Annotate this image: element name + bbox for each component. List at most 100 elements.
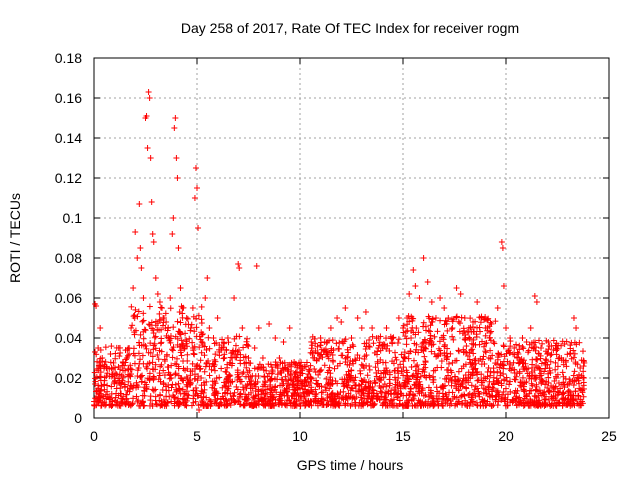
- noise-point: [541, 388, 548, 395]
- noise-point: [177, 375, 184, 382]
- noise-point: [535, 337, 542, 344]
- noise-point: [370, 387, 377, 394]
- noise-point: [317, 339, 324, 346]
- noise-point: [143, 345, 150, 352]
- noise-point: [498, 351, 505, 358]
- noise-point: [166, 375, 173, 382]
- noise-point: [317, 342, 324, 349]
- data-point: [523, 339, 530, 345]
- noise-point: [288, 363, 295, 370]
- data-point: [150, 239, 157, 245]
- noise-point: [335, 345, 342, 352]
- noise-point: [225, 339, 232, 346]
- data-point: [145, 89, 152, 95]
- noise-point: [475, 388, 482, 395]
- noise-point: [565, 392, 572, 399]
- noise-point: [118, 372, 125, 379]
- noise-point: [421, 353, 428, 360]
- noise-point: [151, 340, 158, 347]
- y-tick-label: 0: [74, 410, 82, 426]
- noise-point: [184, 383, 191, 390]
- noise-point: [464, 353, 471, 360]
- noise-point: [571, 339, 578, 346]
- noise-point: [110, 359, 117, 366]
- data-point: [255, 325, 262, 331]
- data-point: [143, 113, 150, 119]
- noise-point: [425, 327, 432, 334]
- noise-point: [487, 394, 494, 401]
- noise-point: [178, 352, 185, 359]
- noise-point: [278, 368, 285, 375]
- noise-point: [150, 346, 157, 353]
- noise-point: [197, 357, 204, 364]
- noise-point: [96, 391, 103, 398]
- noise-point: [453, 313, 460, 320]
- noise-point: [176, 309, 183, 316]
- noise-point: [189, 339, 196, 346]
- noise-point: [453, 314, 460, 321]
- noise-point: [471, 386, 478, 393]
- noise-point: [343, 392, 350, 399]
- noise-point: [328, 345, 335, 352]
- noise-point: [356, 399, 363, 406]
- noise-point: [438, 358, 445, 365]
- noise-point: [411, 402, 418, 409]
- chart-title: Day 258 of 2017, Rate Of TEC Index for r…: [181, 20, 519, 36]
- noise-point: [537, 370, 544, 377]
- noise-point: [400, 329, 407, 336]
- noise-point: [141, 379, 148, 386]
- noise-point: [408, 363, 415, 370]
- noise-point: [351, 377, 358, 384]
- data-point: [259, 355, 266, 361]
- noise-point: [340, 340, 347, 347]
- noise-point: [389, 339, 396, 346]
- noise-point: [458, 314, 465, 321]
- noise-point: [182, 330, 189, 337]
- noise-point: [160, 367, 167, 374]
- noise-point: [468, 394, 475, 401]
- noise-point: [157, 391, 164, 398]
- data-point: [169, 231, 176, 237]
- noise-point: [545, 379, 552, 386]
- noise-point: [251, 365, 258, 372]
- noise-point: [149, 359, 156, 366]
- data-point: [266, 321, 273, 327]
- noise-point: [546, 389, 553, 396]
- noise-point: [549, 395, 556, 402]
- noise-point: [94, 358, 101, 365]
- noise-point: [326, 337, 333, 344]
- noise-point: [402, 333, 409, 340]
- noise-point: [174, 335, 181, 342]
- noise-point: [282, 402, 289, 409]
- noise-point: [288, 376, 295, 383]
- noise-point: [474, 402, 481, 409]
- noise-point: [187, 377, 194, 384]
- data-point: [432, 315, 439, 321]
- noise-point: [486, 391, 493, 398]
- noise-point: [157, 363, 164, 370]
- noise-point: [154, 351, 161, 358]
- noise-point: [189, 368, 196, 375]
- noise-point: [152, 333, 159, 340]
- noise-point: [198, 316, 205, 323]
- noise-point: [436, 338, 443, 345]
- noise-point: [228, 396, 235, 403]
- noise-point: [334, 362, 341, 369]
- noise-point: [299, 367, 306, 374]
- noise-point: [392, 367, 399, 374]
- noise-point: [580, 393, 587, 400]
- noise-point: [140, 360, 147, 367]
- noise-point: [546, 343, 553, 350]
- noise-point: [168, 398, 175, 405]
- noise-point: [420, 402, 427, 409]
- noise-point: [406, 318, 413, 325]
- noise-point: [200, 379, 207, 386]
- noise-point: [93, 365, 100, 372]
- noise-point: [429, 395, 436, 402]
- noise-point: [388, 391, 395, 398]
- noise-point: [444, 353, 451, 360]
- data-point: [158, 305, 165, 311]
- noise-point: [286, 397, 293, 404]
- noise-point: [242, 391, 249, 398]
- noise-point: [133, 393, 140, 400]
